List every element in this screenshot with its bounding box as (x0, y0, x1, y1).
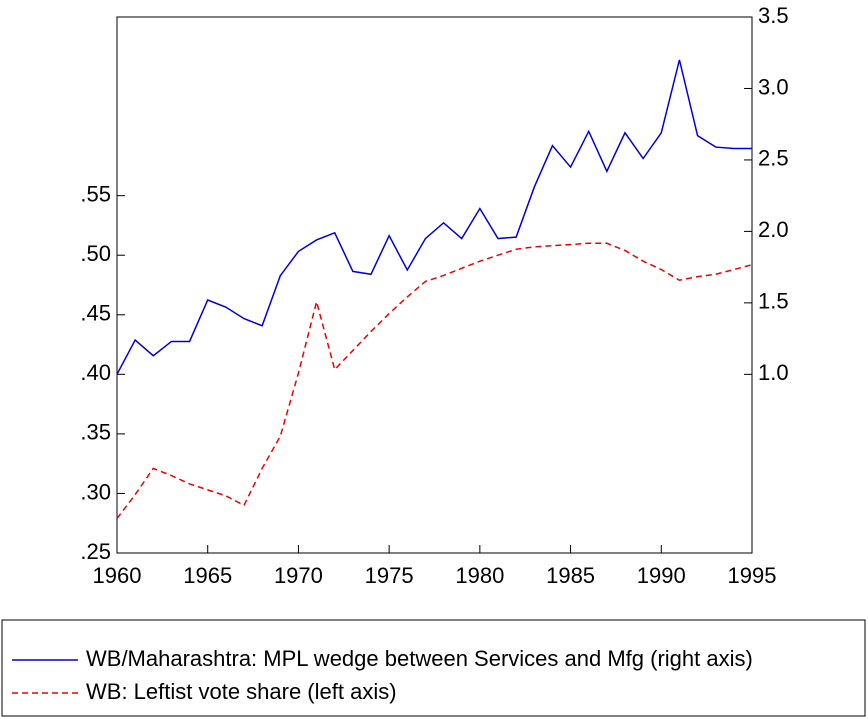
x-tick-label: 1995 (728, 563, 777, 588)
y-tick-label: .55 (80, 181, 111, 206)
y-tick-label: .50 (80, 241, 111, 266)
y2-tick-label: 3.5 (758, 3, 789, 28)
series-line (116, 59, 752, 375)
y2-tick-label: 1.5 (758, 289, 789, 314)
x-tick-label: 1965 (183, 563, 232, 588)
plot-frame (116, 16, 753, 554)
y2-tick-label: 3.0 (758, 74, 789, 99)
x-tick-label: 1975 (365, 563, 414, 588)
legend-label: WB: Leftist vote share (left axis) (86, 679, 397, 704)
y-tick-label: .40 (80, 360, 111, 385)
legend-label: WB/Maharashtra: MPL wedge between Servic… (86, 646, 753, 671)
y-tick-label: .25 (80, 539, 111, 564)
y2-tick-label: 1.0 (758, 360, 789, 385)
x-tick-label: 1985 (546, 563, 595, 588)
x-tick-label: 1980 (455, 563, 504, 588)
x-tick-label: 1990 (637, 563, 686, 588)
y-tick-label: .35 (80, 420, 111, 445)
x-tick-label: 1970 (274, 563, 323, 588)
y-tick-label: .30 (80, 479, 111, 504)
y2-tick-label: 2.5 (758, 146, 789, 171)
legend-box (1, 619, 866, 717)
y-tick-label: .45 (80, 301, 111, 326)
x-tick-label: 1960 (93, 563, 142, 588)
series-line (116, 242, 753, 519)
y2-tick-label: 2.0 (758, 217, 789, 242)
